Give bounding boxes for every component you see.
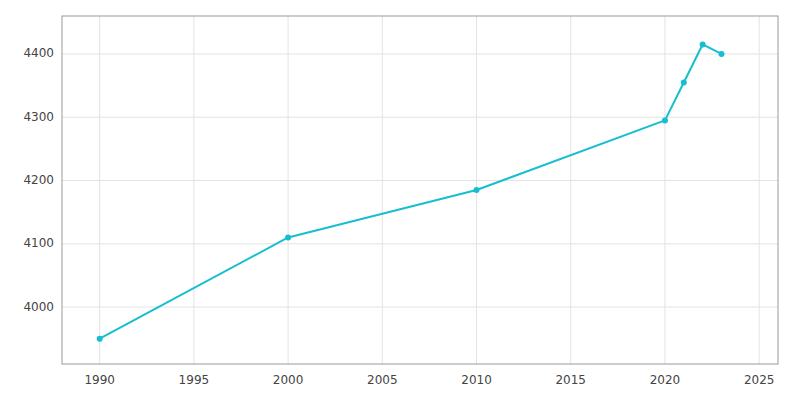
y-grid-line <box>62 180 778 181</box>
axes: 4000 4100 4200 4300 4400 1990 1995 2000 2005 2010… <box>23 16 778 387</box>
grid <box>62 16 778 364</box>
x-grid-line <box>288 16 289 364</box>
x-tick-label: 2020 <box>650 373 681 387</box>
x-tick-label: 2025 <box>744 373 775 387</box>
x-tick-label: 1995 <box>179 373 210 387</box>
plot-frame <box>62 16 778 364</box>
x-grid-line <box>664 16 665 364</box>
x-grid-line <box>570 16 571 364</box>
y-grid-line <box>62 243 778 244</box>
point <box>718 51 724 57</box>
point <box>681 79 687 85</box>
x-grid-line <box>193 16 194 364</box>
y-tick-label: 4400 <box>23 46 54 60</box>
x-tick-label: 2015 <box>555 373 586 387</box>
point <box>474 187 480 193</box>
y-tick-label: 4200 <box>23 173 54 187</box>
point <box>97 336 103 342</box>
y-tick-label: 4000 <box>23 300 54 314</box>
x-tick-label: 2010 <box>461 373 492 387</box>
chart: 4000 4100 4200 4300 4400 1990 1995 2000 2005 2010… <box>0 0 800 400</box>
point <box>285 234 291 240</box>
y-grid-line <box>62 53 778 54</box>
x-grid-line <box>759 16 760 364</box>
x-tick-label: 1990 <box>84 373 115 387</box>
x-tick-label: 2000 <box>273 373 304 387</box>
y-grid-line <box>62 117 778 118</box>
y-grid-line <box>62 307 778 308</box>
background <box>0 0 800 400</box>
y-tick-label: 4100 <box>23 236 54 250</box>
x-tick-label: 2005 <box>367 373 398 387</box>
point <box>700 41 706 47</box>
line <box>100 44 722 338</box>
x-grid-line <box>99 16 100 364</box>
x-grid-line <box>382 16 383 364</box>
data-layer <box>97 41 725 341</box>
y-tick-label: 4300 <box>23 110 54 124</box>
point <box>662 117 668 123</box>
